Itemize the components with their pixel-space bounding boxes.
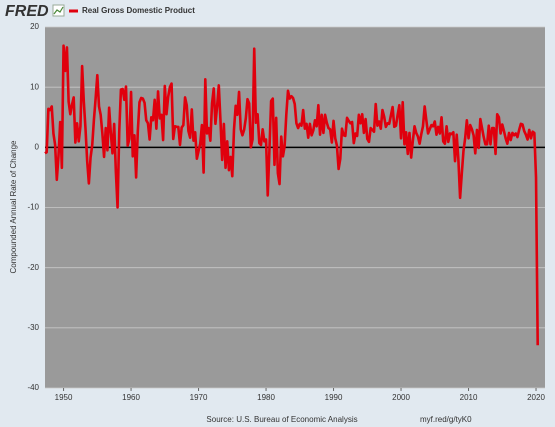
link[interactable]: myf.red/g/tyK0: [420, 415, 472, 424]
legend: Real Gross Domestic Product: [69, 6, 195, 15]
y-tick-label: 10: [30, 82, 39, 91]
x-tick-label: 1980: [257, 393, 275, 402]
x-tick-label: 1990: [325, 393, 343, 402]
logo: FRED: [5, 3, 49, 20]
x-tick-label: 2020: [527, 393, 545, 402]
y-tick-label: -40: [27, 383, 39, 392]
y-tick-label: -20: [27, 263, 39, 272]
y-tick-label: -30: [27, 323, 39, 332]
legend-label: Real Gross Domestic Product: [82, 6, 195, 15]
x-tick-label: 2010: [460, 393, 478, 402]
y-axis-label: Compounded Annual Rate of Change: [9, 140, 18, 274]
y-tick-label: -10: [27, 203, 39, 212]
x-tick-label: 1950: [55, 393, 73, 402]
y-tick-label: 0: [35, 142, 40, 151]
x-tick-label: 1970: [190, 393, 208, 402]
source: Source: U.S. Bureau of Economic Analysis: [206, 415, 357, 424]
y-tick-label: 20: [30, 22, 39, 31]
x-tick-label: 1960: [122, 393, 140, 402]
series-line: [44, 44, 540, 346]
x-tick-label: 2000: [392, 393, 410, 402]
logo-icon: [53, 6, 64, 15]
